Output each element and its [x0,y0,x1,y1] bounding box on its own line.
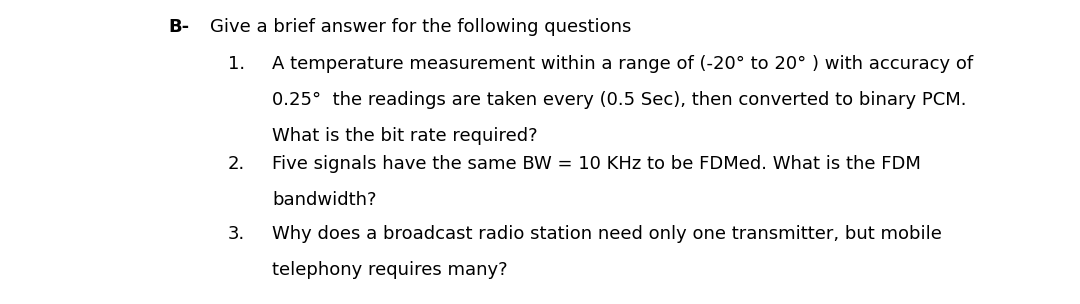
Text: 3.: 3. [228,225,245,243]
Text: Give a brief answer for the following questions: Give a brief answer for the following qu… [210,18,632,36]
Text: Why does a broadcast radio station need only one transmitter, but mobile: Why does a broadcast radio station need … [272,225,942,243]
Text: 0.25°  the readings are taken every (0.5 Sec), then converted to binary PCM.: 0.25° the readings are taken every (0.5 … [272,91,967,109]
Text: A temperature measurement within a range of (-20° to 20° ) with accuracy of: A temperature measurement within a range… [272,55,973,73]
Text: Five signals have the same BW = 10 KHz to be FDMed. What is the FDM: Five signals have the same BW = 10 KHz t… [272,155,921,173]
Text: 1.: 1. [228,55,245,73]
Text: What is the bit rate required?: What is the bit rate required? [272,127,538,145]
Text: B-: B- [168,18,189,36]
Text: 2.: 2. [228,155,245,173]
Text: telephony requires many?: telephony requires many? [272,261,508,279]
Text: bandwidth?: bandwidth? [272,191,377,209]
